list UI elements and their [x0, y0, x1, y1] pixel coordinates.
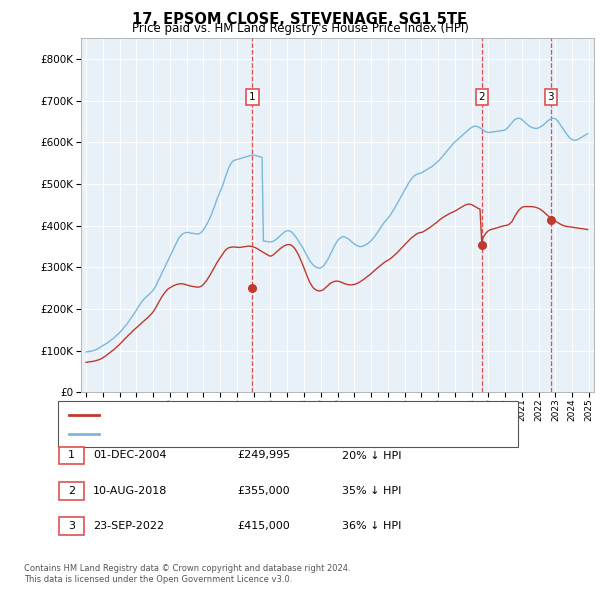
Text: This data is licensed under the Open Government Licence v3.0.: This data is licensed under the Open Gov…: [24, 575, 292, 584]
Text: 3: 3: [548, 92, 554, 101]
Text: 36% ↓ HPI: 36% ↓ HPI: [342, 522, 401, 531]
Text: 01-DEC-2004: 01-DEC-2004: [93, 451, 167, 460]
Text: HPI: Average price, detached house, Stevenage: HPI: Average price, detached house, Stev…: [103, 429, 352, 439]
Text: 10-AUG-2018: 10-AUG-2018: [93, 486, 167, 496]
Text: Contains HM Land Registry data © Crown copyright and database right 2024.: Contains HM Land Registry data © Crown c…: [24, 565, 350, 573]
Text: 2: 2: [68, 486, 75, 496]
Text: 23-SEP-2022: 23-SEP-2022: [93, 522, 164, 531]
Text: 2: 2: [479, 92, 485, 101]
Text: 1: 1: [68, 451, 75, 460]
Text: 17, EPSOM CLOSE, STEVENAGE, SG1 5TE: 17, EPSOM CLOSE, STEVENAGE, SG1 5TE: [133, 12, 467, 27]
Text: £355,000: £355,000: [237, 486, 290, 496]
Text: 35% ↓ HPI: 35% ↓ HPI: [342, 486, 401, 496]
Text: £415,000: £415,000: [237, 522, 290, 531]
Text: 1: 1: [249, 92, 256, 101]
Text: 20% ↓ HPI: 20% ↓ HPI: [342, 451, 401, 460]
Text: £249,995: £249,995: [237, 451, 290, 460]
Text: 3: 3: [68, 522, 75, 531]
Text: 17, EPSOM CLOSE, STEVENAGE, SG1 5TE (detached house): 17, EPSOM CLOSE, STEVENAGE, SG1 5TE (det…: [103, 410, 412, 420]
Text: Price paid vs. HM Land Registry's House Price Index (HPI): Price paid vs. HM Land Registry's House …: [131, 22, 469, 35]
